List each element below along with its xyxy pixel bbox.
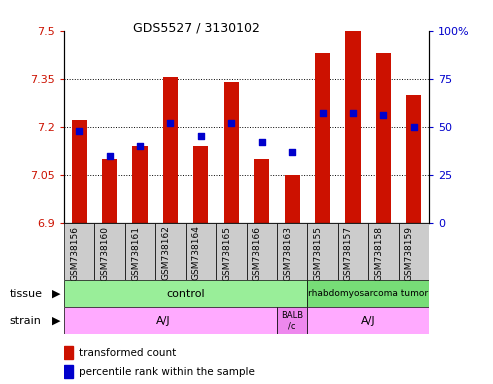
Text: GSM738166: GSM738166 xyxy=(253,225,262,281)
Bar xyxy=(345,31,360,223)
FancyBboxPatch shape xyxy=(64,223,95,280)
Bar xyxy=(254,159,269,223)
FancyBboxPatch shape xyxy=(277,307,307,334)
Text: tissue: tissue xyxy=(10,289,43,299)
FancyBboxPatch shape xyxy=(307,223,338,280)
Text: GSM738162: GSM738162 xyxy=(162,225,171,280)
Text: A/J: A/J xyxy=(156,316,170,326)
Text: GSM738163: GSM738163 xyxy=(283,225,292,281)
FancyBboxPatch shape xyxy=(246,223,277,280)
FancyBboxPatch shape xyxy=(307,307,429,334)
Text: ▶: ▶ xyxy=(52,289,60,299)
Bar xyxy=(64,346,73,359)
Bar xyxy=(163,77,178,223)
FancyBboxPatch shape xyxy=(368,223,398,280)
Text: percentile rank within the sample: percentile rank within the sample xyxy=(79,367,254,377)
Text: GSM738158: GSM738158 xyxy=(374,225,384,281)
Text: rhabdomyosarcoma tumor: rhabdomyosarcoma tumor xyxy=(308,289,428,298)
Text: GSM738165: GSM738165 xyxy=(222,225,231,281)
Point xyxy=(288,149,296,155)
Text: GSM738156: GSM738156 xyxy=(70,225,79,281)
Text: GSM738159: GSM738159 xyxy=(405,225,414,281)
Text: GDS5527 / 3130102: GDS5527 / 3130102 xyxy=(133,21,260,34)
FancyBboxPatch shape xyxy=(64,307,277,334)
FancyBboxPatch shape xyxy=(125,223,155,280)
FancyBboxPatch shape xyxy=(95,223,125,280)
Point xyxy=(349,110,357,116)
FancyBboxPatch shape xyxy=(338,223,368,280)
Point xyxy=(106,152,113,159)
Point xyxy=(258,139,266,145)
Text: GSM738160: GSM738160 xyxy=(101,225,109,281)
FancyBboxPatch shape xyxy=(64,280,307,307)
Point xyxy=(318,110,326,116)
Point xyxy=(75,127,83,134)
Bar xyxy=(284,175,300,223)
Bar xyxy=(193,146,209,223)
Point xyxy=(227,120,235,126)
Text: GSM738157: GSM738157 xyxy=(344,225,353,281)
Point xyxy=(380,112,387,118)
Text: BALB
/c: BALB /c xyxy=(281,311,303,330)
Bar xyxy=(133,146,148,223)
Bar xyxy=(376,53,391,223)
FancyBboxPatch shape xyxy=(307,280,429,307)
Text: GSM738161: GSM738161 xyxy=(131,225,140,281)
Bar xyxy=(64,365,73,378)
Text: GSM738164: GSM738164 xyxy=(192,225,201,280)
Text: transformed count: transformed count xyxy=(79,348,176,358)
Text: control: control xyxy=(166,289,205,299)
FancyBboxPatch shape xyxy=(155,223,186,280)
FancyBboxPatch shape xyxy=(216,223,246,280)
Bar xyxy=(102,159,117,223)
Point xyxy=(167,120,175,126)
FancyBboxPatch shape xyxy=(186,223,216,280)
Bar xyxy=(71,120,87,223)
Point xyxy=(136,143,144,149)
Bar xyxy=(406,95,422,223)
Text: A/J: A/J xyxy=(361,316,375,326)
Bar xyxy=(224,82,239,223)
Text: strain: strain xyxy=(10,316,42,326)
FancyBboxPatch shape xyxy=(398,223,429,280)
FancyBboxPatch shape xyxy=(277,223,307,280)
Point xyxy=(197,133,205,139)
Bar xyxy=(315,53,330,223)
Text: GSM738155: GSM738155 xyxy=(314,225,322,281)
Text: ▶: ▶ xyxy=(52,316,60,326)
Point xyxy=(410,124,418,130)
